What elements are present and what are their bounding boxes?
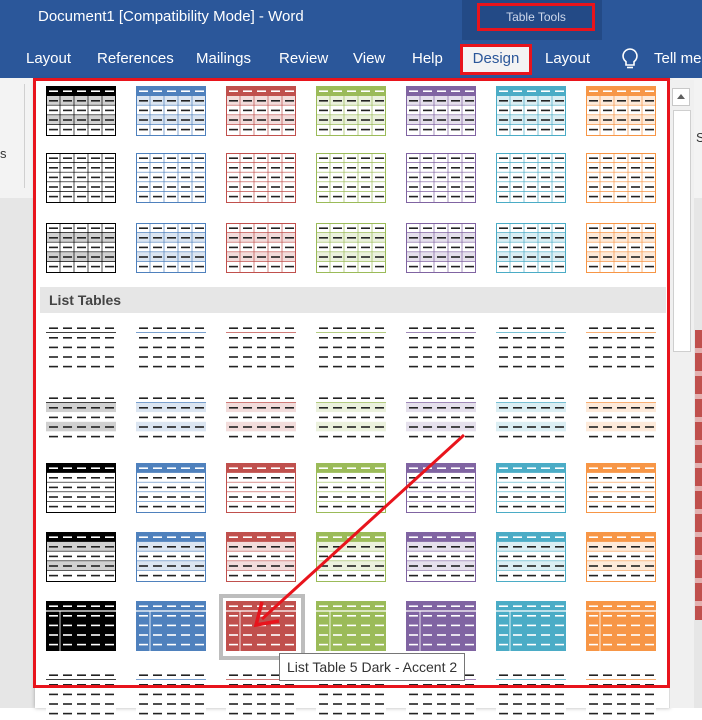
table-style-thumbnail[interactable]: [226, 463, 296, 513]
document-title: Document1 [Compatibility Mode] - Word: [38, 8, 304, 25]
table-style-thumbnail[interactable]: [496, 153, 566, 203]
table-style-thumbnail[interactable]: [46, 393, 116, 443]
tab-table-layout[interactable]: Layout: [545, 50, 591, 67]
table-style-thumbnail[interactable]: [406, 601, 476, 651]
table-style-thumbnail[interactable]: [406, 153, 476, 203]
table-style-thumbnail[interactable]: [586, 86, 656, 136]
selected-style-highlight: [219, 594, 305, 660]
document-table-edge: [695, 330, 702, 620]
table-style-thumbnail[interactable]: [316, 223, 386, 273]
table-style-thumbnail[interactable]: [496, 601, 566, 651]
table-style-thumbnail[interactable]: [496, 393, 566, 443]
table-style-thumbnail[interactable]: [226, 223, 296, 273]
table-style-thumbnail[interactable]: [46, 532, 116, 582]
table-style-thumbnail[interactable]: [46, 463, 116, 513]
table-style-thumbnail[interactable]: [316, 393, 386, 443]
table-style-thumbnail[interactable]: [406, 393, 476, 443]
table-style-thumbnail[interactable]: [136, 223, 206, 273]
table-style-thumbnail[interactable]: [226, 323, 296, 373]
table-style-thumbnail[interactable]: [496, 670, 566, 720]
tab-help[interactable]: Help: [412, 50, 443, 67]
table-style-thumbnail[interactable]: [406, 532, 476, 582]
tab-mailings[interactable]: Mailings: [196, 50, 252, 67]
table-style-thumbnail[interactable]: [226, 153, 296, 203]
table-style-thumbnail[interactable]: [136, 153, 206, 203]
tab-view[interactable]: View: [353, 50, 386, 67]
table-style-thumbnail[interactable]: [226, 532, 296, 582]
table-style-thumbnail[interactable]: [406, 86, 476, 136]
table-style-thumbnail[interactable]: [136, 670, 206, 720]
table-style-thumbnail[interactable]: [496, 86, 566, 136]
tab-layout[interactable]: Layout: [26, 50, 72, 67]
ribbon-cropped-label-right: S: [696, 130, 702, 145]
ribbon-tab-bar: [0, 40, 702, 78]
table-style-thumbnail[interactable]: [316, 86, 386, 136]
list-tables-label: List Tables: [49, 292, 122, 308]
table-style-thumbnail[interactable]: [316, 463, 386, 513]
tab-design[interactable]: [460, 44, 532, 75]
table-style-thumbnail[interactable]: [136, 601, 206, 651]
tab-references[interactable]: References: [97, 50, 174, 67]
tab-design-label: Design: [472, 50, 520, 67]
scroll-up-arrow-icon[interactable]: [672, 88, 690, 106]
table-style-thumbnail[interactable]: [586, 223, 656, 273]
table-style-thumbnail[interactable]: [496, 463, 566, 513]
table-style-thumbnail[interactable]: [406, 323, 476, 373]
table-style-thumbnail[interactable]: [226, 86, 296, 136]
table-style-thumbnail[interactable]: [136, 532, 206, 582]
ribbon-cropped-label-left: s: [0, 146, 7, 161]
table-style-thumbnail[interactable]: [586, 532, 656, 582]
ribbon-separator: [24, 84, 25, 188]
list-tables-section-header: [40, 287, 666, 313]
table-style-thumbnail[interactable]: [406, 223, 476, 273]
table-style-thumbnail[interactable]: [316, 323, 386, 373]
table-style-thumbnail[interactable]: [496, 532, 566, 582]
scrollbar-thumb[interactable]: [673, 110, 691, 352]
table-style-thumbnail[interactable]: [136, 463, 206, 513]
table-style-thumbnail[interactable]: [496, 323, 566, 373]
table-style-thumbnail[interactable]: [46, 670, 116, 720]
tab-review[interactable]: Review: [279, 50, 329, 67]
style-tooltip: List Table 5 Dark - Accent 2: [279, 653, 466, 681]
table-style-thumbnail[interactable]: [496, 223, 566, 273]
table-style-thumbnail[interactable]: [46, 86, 116, 136]
tell-me-search[interactable]: Tell me: [654, 50, 702, 67]
table-style-thumbnail[interactable]: [316, 532, 386, 582]
table-style-thumbnail[interactable]: [586, 670, 656, 720]
table-tools-label: Table Tools: [477, 3, 595, 31]
table-style-thumbnail[interactable]: [316, 153, 386, 203]
table-style-thumbnail[interactable]: [586, 463, 656, 513]
table-style-thumbnail[interactable]: [136, 393, 206, 443]
table-style-thumbnail[interactable]: [46, 601, 116, 651]
table-style-thumbnail[interactable]: [586, 323, 656, 373]
table-style-thumbnail[interactable]: [136, 323, 206, 373]
table-style-thumbnail[interactable]: [586, 153, 656, 203]
lightbulb-icon[interactable]: [619, 46, 641, 72]
table-style-thumbnail[interactable]: [316, 601, 386, 651]
table-style-thumbnail[interactable]: [136, 86, 206, 136]
table-style-thumbnail[interactable]: [46, 323, 116, 373]
table-style-thumbnail[interactable]: [586, 601, 656, 651]
table-style-thumbnail[interactable]: [406, 463, 476, 513]
table-style-thumbnail[interactable]: [46, 223, 116, 273]
table-style-thumbnail[interactable]: [226, 393, 296, 443]
table-style-thumbnail[interactable]: [586, 393, 656, 443]
table-style-thumbnail[interactable]: [46, 153, 116, 203]
